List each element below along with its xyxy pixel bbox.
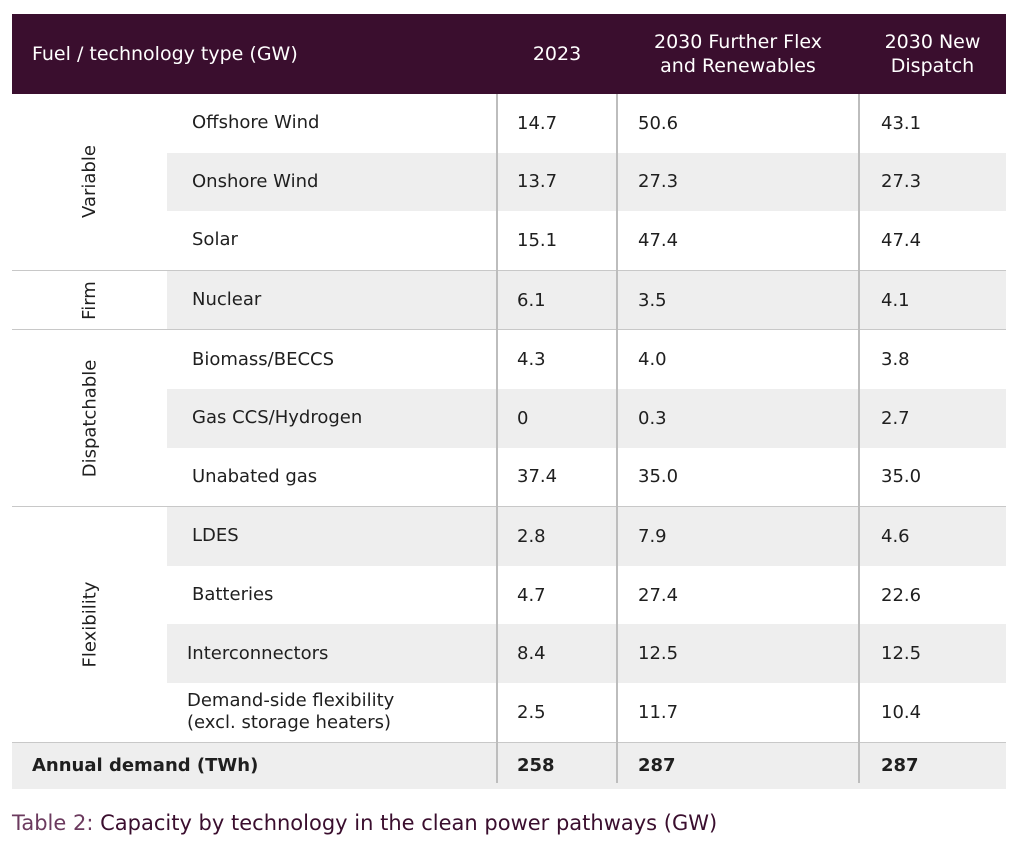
- row-name: Nuclear: [192, 289, 262, 311]
- total-further-flex: 287: [638, 755, 676, 777]
- value-2023: 0: [517, 407, 529, 429]
- column-divider: [858, 94, 860, 783]
- value-further-flex: 47.4: [638, 229, 679, 251]
- table-row: Demand-side flexibility (excl. storage he…: [167, 683, 1006, 742]
- value-new-dispatch: 3.8: [881, 349, 910, 371]
- table-caption: Table 2: Capacity by technology in the c…: [12, 811, 717, 835]
- row-name: Interconnectors: [187, 642, 329, 664]
- total-label: Annual demand (TWh): [32, 755, 259, 777]
- value-further-flex: 4.0: [638, 349, 667, 371]
- table-row: Offshore Wind 14.7 50.6 43.1: [167, 94, 1006, 153]
- table-row: Solar 15.1 47.4 47.4: [167, 211, 1006, 270]
- table-row: Nuclear 6.1 3.5 4.1: [167, 270, 1006, 330]
- table-row: Biomass/BECCS 4.3 4.0 3.8: [167, 330, 1006, 389]
- group-firm: Firm Nuclear 6.1 3.5 4.1: [12, 270, 1006, 331]
- value-2023: 8.4: [517, 643, 546, 665]
- group-label-firm: Firm: [78, 280, 100, 320]
- header-new-dispatch: 2030 New Dispatch: [859, 14, 1006, 94]
- value-2023: 15.1: [517, 229, 558, 251]
- value-new-dispatch: 10.4: [881, 701, 922, 723]
- value-new-dispatch: 12.5: [881, 643, 922, 665]
- column-divider: [616, 94, 618, 783]
- header-new-dispatch-line2: Dispatch: [890, 55, 975, 77]
- table-row: Onshore Wind 13.7 27.3 27.3: [167, 152, 1006, 212]
- value-2023: 2.5: [517, 701, 546, 723]
- column-divider: [496, 94, 498, 783]
- total-2023: 258: [517, 755, 555, 777]
- header-2023: 2023: [532, 43, 582, 65]
- capacity-table: Fuel / technology type (GW) 2023 2030 Fu…: [12, 14, 1006, 789]
- value-further-flex: 11.7: [638, 701, 679, 723]
- caption-text: Capacity by technology in the clean powe…: [100, 811, 718, 835]
- group-label-variable: Variable: [78, 145, 100, 219]
- value-further-flex: 3.5: [638, 289, 667, 311]
- header-new-dispatch-line1: 2030 New: [884, 31, 981, 53]
- table-body: Variable Offshore Wind 14.7 50.6 43.1 On…: [12, 94, 1006, 742]
- value-new-dispatch: 47.4: [881, 229, 922, 251]
- value-further-flex: 27.4: [638, 584, 679, 606]
- row-name: Offshore Wind: [192, 112, 320, 134]
- value-2023: 13.7: [517, 171, 558, 193]
- row-name: Gas CCS/Hydrogen: [192, 407, 363, 429]
- value-further-flex: 12.5: [638, 643, 679, 665]
- header-further-flex-line2: and Renewables: [660, 55, 816, 77]
- value-new-dispatch: 2.7: [881, 407, 910, 429]
- table-row: Unabated gas 37.4 35.0 35.0: [167, 448, 1006, 507]
- row-name: Biomass/BECCS: [192, 348, 335, 370]
- value-2023: 2.8: [517, 525, 546, 547]
- header-further-flex: 2030 Further Flex and Renewables: [617, 14, 859, 94]
- value-2023: 37.4: [517, 466, 558, 488]
- table-row: Gas CCS/Hydrogen 0 0.3 2.7: [167, 388, 1006, 448]
- group-label-flexibility: Flexibility: [79, 581, 100, 668]
- header-fuel-type: Fuel / technology type (GW): [32, 43, 298, 65]
- value-new-dispatch: 35.0: [881, 466, 922, 488]
- caption-label: Table 2:: [12, 811, 94, 835]
- header-further-flex-line1: 2030 Further Flex: [654, 31, 822, 53]
- table-row: LDES 2.8 7.9 4.6: [167, 507, 1006, 566]
- value-further-flex: 0.3: [638, 407, 667, 429]
- row-name: Unabated gas: [192, 465, 318, 487]
- total-new-dispatch: 287: [881, 755, 919, 777]
- value-further-flex: 7.9: [638, 525, 667, 547]
- value-new-dispatch: 4.6: [881, 525, 910, 547]
- row-name: Onshore Wind: [192, 170, 319, 192]
- table-header: Fuel / technology type (GW) 2023 2030 Fu…: [12, 14, 1006, 94]
- value-new-dispatch: 22.6: [881, 584, 922, 606]
- row-name-line2: (excl. storage heaters): [187, 712, 392, 734]
- value-new-dispatch: 43.1: [881, 112, 922, 134]
- row-name: Batteries: [192, 584, 274, 606]
- value-2023: 4.3: [517, 349, 546, 371]
- value-2023: 14.7: [517, 112, 558, 134]
- row-name: Solar: [192, 229, 238, 251]
- value-new-dispatch: 4.1: [881, 289, 910, 311]
- value-further-flex: 27.3: [638, 171, 679, 193]
- row-name-line1: Demand-side flexibility: [187, 690, 395, 712]
- table-row: Interconnectors 8.4 12.5 12.5: [167, 624, 1006, 683]
- group-dispatchable: Dispatchable Biomass/BECCS 4.3 4.0 3.8 G…: [12, 330, 1006, 508]
- group-variable: Variable Offshore Wind 14.7 50.6 43.1 On…: [12, 94, 1006, 271]
- row-name: LDES: [192, 525, 239, 547]
- value-new-dispatch: 27.3: [881, 171, 922, 193]
- value-2023: 4.7: [517, 584, 546, 606]
- value-further-flex: 50.6: [638, 112, 679, 134]
- table-row: Batteries 4.7 27.4 22.6: [167, 566, 1006, 625]
- group-label-dispatchable: Dispatchable: [79, 359, 100, 478]
- total-row: Annual demand (TWh) 258 287 287: [12, 741, 1006, 789]
- value-further-flex: 35.0: [638, 466, 679, 488]
- group-flexibility: Flexibility LDES 2.8 7.9 4.6 Batteries 4…: [12, 507, 1006, 741]
- value-2023: 6.1: [517, 289, 546, 311]
- row-name: Demand-side flexibility (excl. storage he…: [187, 683, 487, 742]
